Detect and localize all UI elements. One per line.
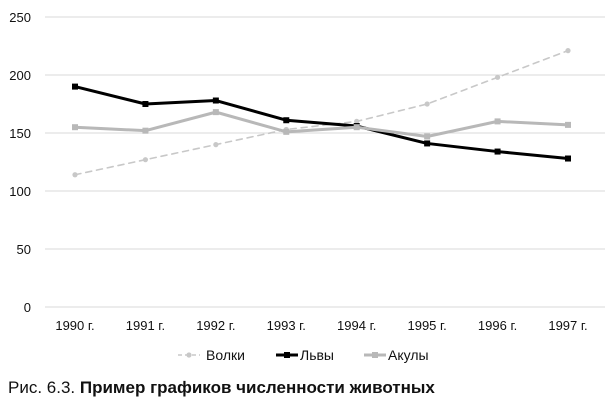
x-tick-label: 1990 г. [55,318,94,333]
data-point-series-2 [283,117,290,124]
x-tick-label: 1997 г. [548,318,587,333]
data-point-series-1 [424,101,430,107]
x-tick-label: 1993 г. [267,318,306,333]
data-point-series-2 [565,155,571,162]
data-point-series-3 [72,124,78,131]
data-point-series-3 [353,124,360,131]
figure-caption: Рис. 6.3. Пример графиков численности жи… [8,377,608,399]
legend-marker-2 [284,352,290,358]
legend-marker-1 [186,352,192,358]
legend-label-2: Львы [300,347,334,363]
y-tick-label: 250 [9,10,31,25]
data-point-series-1 [494,74,501,80]
series-line-3 [73,110,570,138]
series-line-2 [73,85,570,161]
legend-label-3: Акулы [388,347,429,363]
legend-marker-3 [372,352,378,358]
data-point-series-3 [424,133,431,140]
data-point-series-3 [283,128,290,135]
x-tick-label: 1996 г. [478,318,517,333]
data-point-series-2 [142,101,149,107]
y-tick-label: 0 [24,300,31,315]
y-tick-label: 200 [9,68,31,83]
x-tick-label: 1994 г. [337,318,376,333]
data-point-series-3 [565,121,571,128]
data-point-series-3 [212,109,219,116]
y-tick-label: 50 [17,242,31,257]
x-tick-label: 1991 г. [126,318,165,333]
line-chart: 0 50 100 150 200 250 1990 г. 1991 г. 1992 г. 1993… [9,10,605,363]
data-point-series-1 [142,157,149,163]
legend-label-1: Волки [206,347,245,363]
x-tick-label: 1992 г. [196,318,235,333]
data-point-series-3 [142,127,149,134]
y-tick-label: 150 [9,126,31,141]
data-point-series-1 [213,142,219,148]
data-point-series-2 [424,140,431,147]
caption-prefix: Рис. 6.3. [8,378,76,397]
data-point-series-2 [212,97,219,104]
x-tick-label: 1995 г. [407,318,446,333]
data-point-series-1 [72,172,78,178]
y-tick-label: 100 [9,184,31,199]
data-point-series-3 [494,118,501,125]
data-point-series-1 [565,48,571,54]
data-point-series-2 [72,83,78,90]
caption-title: Пример графиков численности животных [79,378,435,397]
chart-area: 0 50 100 150 200 250 1990 г. 1991 г. 1992 г. 1993… [9,10,605,363]
series-line-1 [74,49,569,176]
data-point-series-2 [494,148,501,155]
data-point-series-1 [354,118,360,124]
